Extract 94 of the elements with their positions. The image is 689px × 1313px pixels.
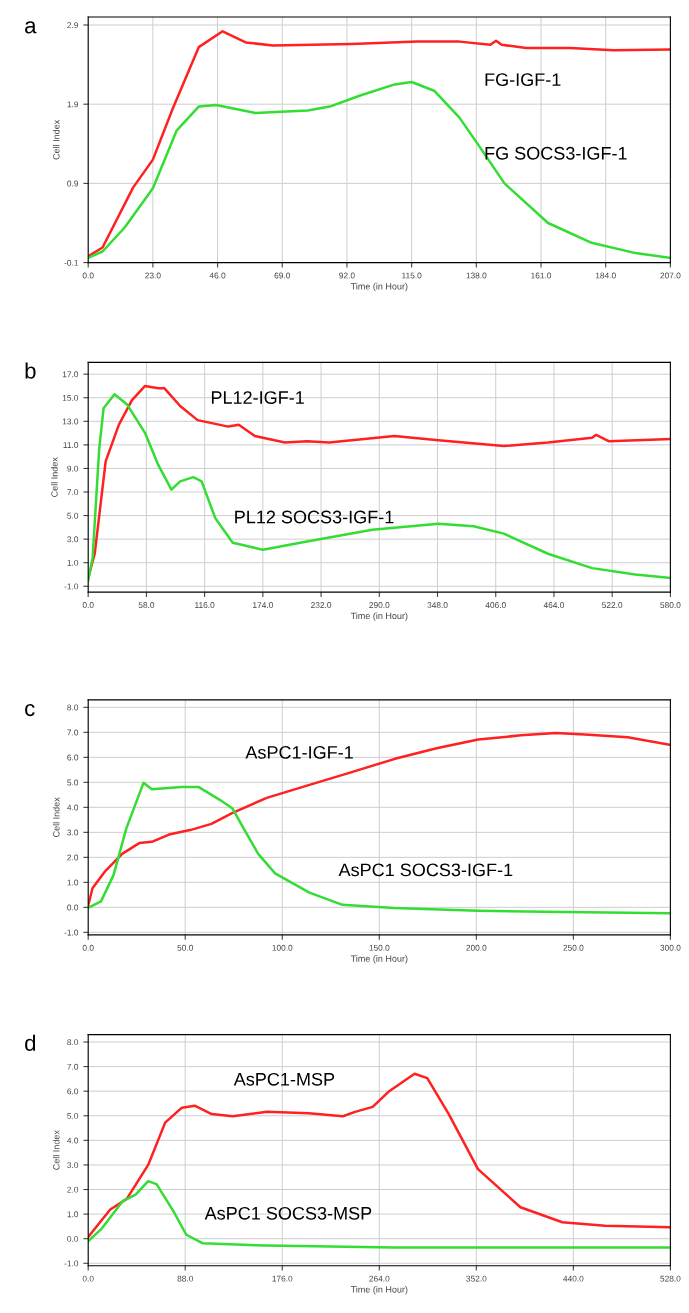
x-tick-label: 348.0 [427,602,448,609]
y-tick-label: 8.0 [67,1039,79,1046]
line-series [88,781,671,915]
y-tick-label: 2.9 [67,22,79,29]
line-series [88,731,671,907]
x-tick-label: 46.0 [209,272,226,279]
y-tick-label: 6.0 [67,1088,79,1095]
y-tick-label: 7.0 [67,1063,79,1070]
y-tick-label: 9.0 [67,465,79,472]
y-tick-label: 4.0 [67,804,79,811]
y-tick-label: 5.0 [67,512,79,519]
x-tick-label: 150.0 [369,944,390,951]
y-tick-label: 13.0 [62,418,79,425]
y-axis-title: Cell Index [52,797,60,837]
series-label: AsPC1-MSP [233,1072,335,1086]
x-axis-title: Time (in Hour) [350,955,408,964]
y-tick-label: -0.1 [64,259,79,266]
y-axis-title: Cell Index [51,457,58,497]
x-tick-label: 250.0 [563,944,584,951]
x-tick-label: 92.0 [339,272,355,279]
y-tick-label: 1.0 [67,559,79,566]
x-tick-label: 116.0 [195,602,215,609]
x-tick-label: 580.0 [660,602,681,609]
x-tick-label: 176.0 [272,1275,293,1282]
x-tick-label: 264.0 [369,1275,390,1282]
y-tick-label: 1.0 [67,1211,79,1218]
series-label: AsPC1 SOCS3-MSP [204,1206,372,1220]
y-tick-label: 3.0 [67,829,79,836]
y-tick-label: 0.0 [67,904,79,911]
x-tick-label: 161.0 [531,272,552,279]
y-tick-label: 1.0 [67,879,79,886]
line-series [88,1072,671,1239]
x-tick-label: 69.0 [274,272,291,279]
y-tick-label: 5.0 [67,1112,79,1119]
y-tick-label: 6.0 [67,754,79,761]
x-tick-label: 0.0 [82,944,94,951]
line-series [88,1179,671,1249]
series-label: PL12 SOCS3-IGF-1 [235,510,394,524]
x-tick-label: 100.0 [272,944,293,951]
y-tick-label: 3.0 [67,536,79,543]
x-tick-label: 88.0 [177,1275,194,1282]
y-tick-label: 4.0 [67,1137,79,1144]
x-tick-label: 0.0 [82,1275,94,1282]
chart-title: c [25,703,35,717]
x-tick-label: 200.0 [466,944,487,951]
y-tick-label: 2.0 [67,1186,79,1193]
y-tick-label: 11.0 [63,442,79,448]
x-tick-label: 440.0 [563,1275,584,1282]
y-tick-label: 17.0 [62,371,79,378]
series-label: AsPC1 SOCS3-IGF-1 [338,863,513,877]
series-label: AsPC1-IGF-1 [245,745,353,759]
x-axis-title: Time (in Hour) [350,1286,408,1295]
y-tick-label: 0.9 [67,180,79,187]
y-tick-label: 8.0 [67,704,79,711]
y-tick-label: -1.0 [64,583,79,590]
chart-title: a [25,21,37,34]
x-axis-title: Time (in Hour) [350,612,408,621]
y-tick-label: 1.9 [67,101,79,108]
x-tick-label: 115.0 [402,272,422,279]
x-tick-label: 352.0 [466,1275,487,1282]
x-tick-label: 23.0 [145,272,161,279]
x-tick-label: 464.0 [543,602,565,609]
x-tick-label: 522.0 [602,602,623,609]
y-tick-label: 7.0 [67,729,79,736]
line-series [88,30,671,258]
y-tick-label: 3.0 [67,1162,79,1169]
x-tick-label: 50.0 [177,944,194,951]
y-tick-label: 0.0 [67,1235,79,1242]
chart-title: d [25,1034,36,1051]
chart-title: b [25,362,36,379]
y-tick-label: 2.0 [67,854,79,861]
x-tick-label: 174.0 [253,602,273,609]
x-tick-label: 207.0 [660,272,681,279]
x-tick-label: 290.0 [369,602,390,609]
y-tick-label: 5.0 [67,779,79,786]
x-axis-title: Time (in Hour) [350,282,408,292]
series-label: PL12-IGF-1 [211,391,304,404]
y-axis-title: Cell Index [52,119,60,160]
y-tick-label: 7.0 [67,489,79,496]
series-label: FG-IGF-1 [485,73,561,86]
x-tick-label: 58.0 [138,602,155,609]
series-label: FG SOCS3-IGF-1 [485,146,627,160]
x-tick-label: 184.0 [595,272,616,279]
y-tick-label: 15.0 [62,394,79,401]
y-axis-title: Cell Index [52,1130,60,1170]
x-tick-label: 232.0 [311,602,332,609]
x-tick-label: 138.0 [466,272,487,279]
x-tick-label: 406.0 [485,602,506,609]
y-tick-label: -1.0 [64,929,79,936]
y-tick-label: -1.0 [64,1260,79,1267]
x-tick-label: 528.0 [660,1275,681,1282]
x-tick-label: 300.0 [660,944,681,951]
x-tick-label: 0.0 [82,602,94,609]
x-tick-label: 0.0 [82,272,94,279]
